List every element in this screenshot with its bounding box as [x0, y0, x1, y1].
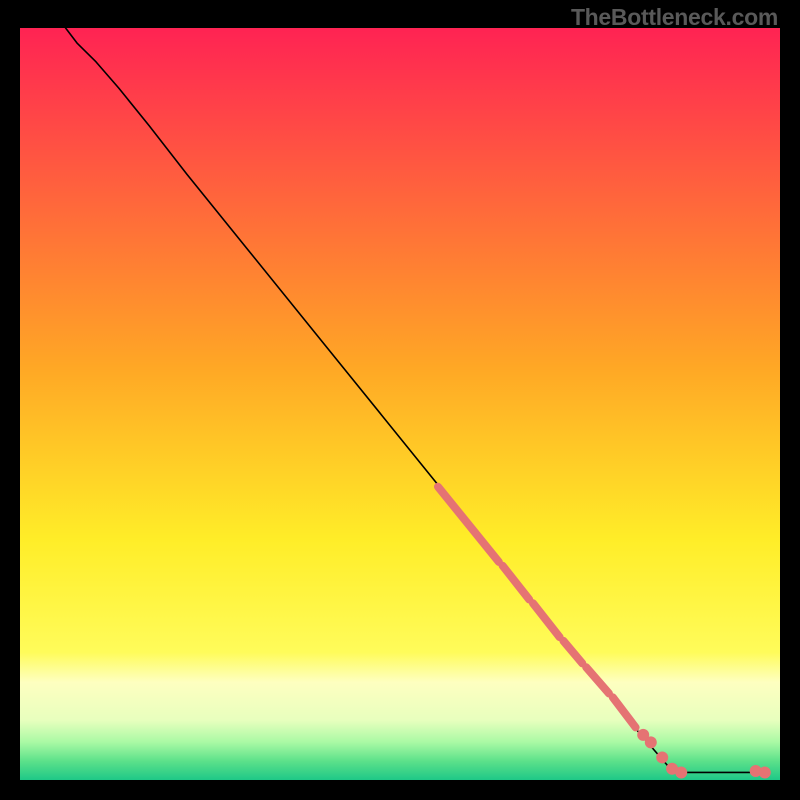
- data-marker: [675, 766, 687, 778]
- plot-svg: [20, 28, 780, 780]
- data-marker: [759, 766, 771, 778]
- watermark-text: TheBottleneck.com: [571, 4, 778, 31]
- plot-area: [20, 28, 780, 780]
- chart-container: TheBottleneck.com: [0, 0, 800, 800]
- data-marker: [656, 751, 668, 763]
- data-marker: [645, 736, 657, 748]
- gradient-background: [20, 28, 780, 780]
